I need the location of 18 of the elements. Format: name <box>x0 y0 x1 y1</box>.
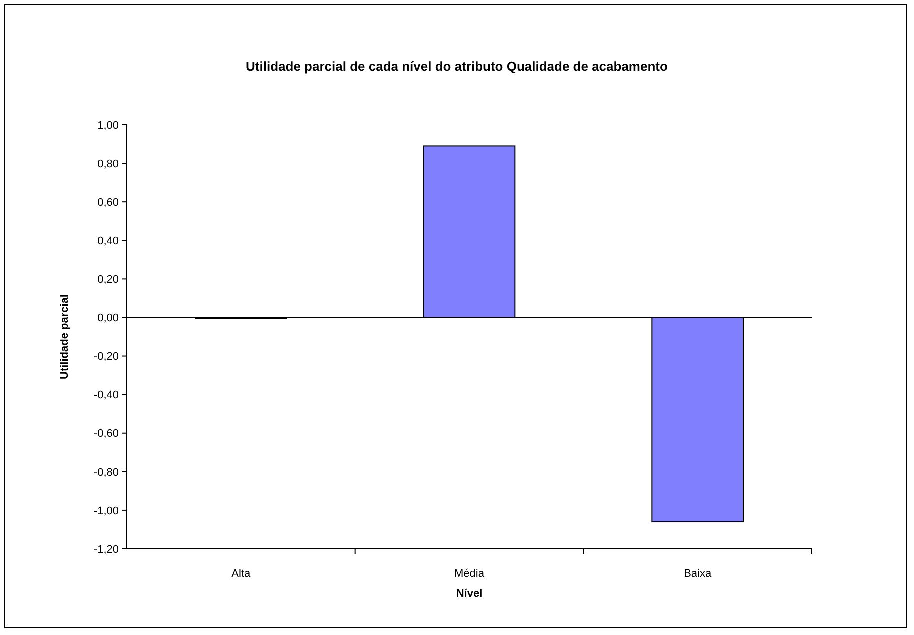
y-tick-label: 0,00 <box>98 312 119 325</box>
y-tick-label: 0,60 <box>98 196 119 209</box>
y-tick-label: -1,20 <box>94 544 119 556</box>
y-tick-label: -0,40 <box>94 390 119 402</box>
y-tick-label: -0,80 <box>94 466 119 479</box>
y-tick-label: 0,80 <box>98 158 119 170</box>
y-tick-label: -1,00 <box>94 505 119 518</box>
y-tick-label: 0,40 <box>98 235 119 248</box>
x-axis-title: Nível <box>456 588 483 600</box>
x-tick-label: Média <box>454 568 486 580</box>
y-tick-label: -0,60 <box>94 428 119 440</box>
y-tick-label: 1,00 <box>98 120 119 132</box>
y-tick-label: 0,20 <box>98 274 119 286</box>
y-axis-title: Utilidade parcial <box>59 294 71 380</box>
x-tick-label: Alta <box>232 568 252 580</box>
y-tick-label: -0,20 <box>94 351 119 364</box>
chart-title: Utilidade parcial de cada nível do atributo Qualidade de acabamento <box>246 59 668 74</box>
x-tick-label: Baixa <box>684 568 712 580</box>
